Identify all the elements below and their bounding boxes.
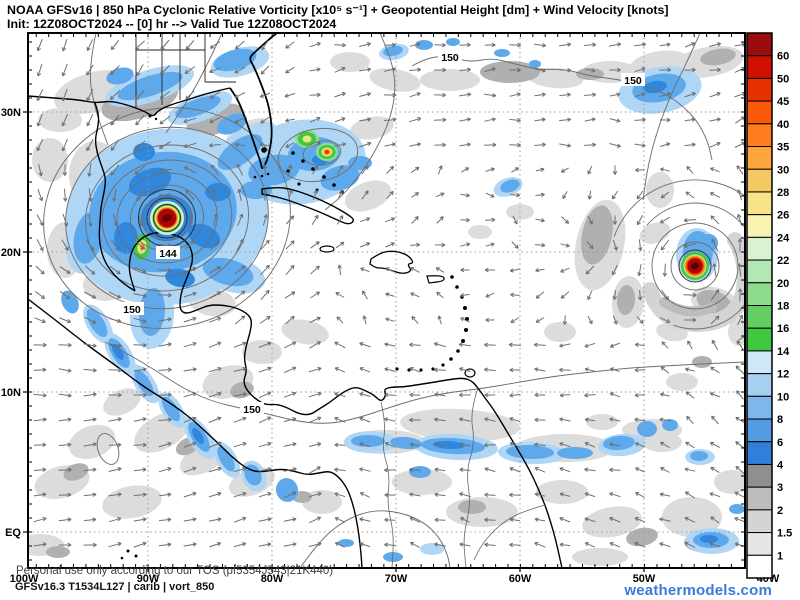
colorbar-segment [746,395,773,420]
colorbar-value-6: 6 [777,437,783,449]
colorbar: 1 1.5 2 3 4 6 8 10 12 14 16 18 20 22 24 26 28 30 35 40 45 50 6… [746,32,792,579]
colorbar-segment [746,350,773,375]
lon-label-90W: 90W [137,573,160,585]
lon-label-70W: 70W [385,573,408,585]
cyclone-west [138,189,196,247]
model-info-text: GFSv16.3 T1534L127 | carib | vort_850 [15,581,215,593]
colorbar-segment [746,146,773,170]
map-border [27,32,746,569]
colorbar-value-24: 24 [777,232,790,244]
colorbar-value-16: 16 [777,323,789,335]
contour-label-150: 150 [624,75,642,87]
contour-label-150: 150 [441,52,459,64]
wind-arrows-layer [33,38,745,549]
colorbar-segment [746,77,773,102]
colorbar-value-12: 12 [777,369,789,381]
lat-label-EQ: EQ [5,527,21,539]
colorbar-segment [746,509,773,534]
height-contours-layer [43,33,745,568]
colorbar-value-60: 60 [777,51,789,63]
colorbar-value-3: 3 [777,482,783,494]
brand-logo[interactable]: weathermodels.com [624,582,772,599]
colorbar-value-20: 20 [777,278,789,290]
lon-label-100W: 100W [10,573,39,585]
colorbar-value-35: 35 [777,142,789,154]
colorbar-value-14: 14 [777,346,790,358]
colorbar-segment [746,32,773,57]
colorbar-segment [746,418,773,443]
colorbar-segment [746,486,773,511]
colorbar-value-22: 22 [777,255,789,267]
colorbar-value-10: 10 [777,391,789,403]
colorbar-value-1: 1 [777,550,783,562]
colorbar-segment [746,100,773,125]
colorbar-segment [746,532,773,556]
title-line-1: NOAA GFSv16 | 850 hPa Cyclonic Relative … [7,3,669,17]
colorbar-segment [746,55,773,79]
colorbar-segment [746,214,773,238]
watermark-text: Personal use only according to our TOS (… [16,565,334,577]
colorbar-value-8: 8 [777,414,783,426]
colorbar-segment [746,327,773,352]
colorbar-segment [746,259,773,284]
lat-label-20N: 20N [1,247,21,259]
colorbar-value-50: 50 [777,73,789,85]
colorbar-segment [746,168,773,193]
colorbar-value-2: 2 [777,505,783,517]
coastlines-layer [28,33,563,568]
lat-label-30N: 30N [1,107,21,119]
contour-label-150: 150 [243,404,261,416]
contour-labels-layer: 150 150 144 150 150 [120,50,645,416]
colorbar-segment [746,305,773,329]
colorbar-segment [746,441,773,465]
colorbar-segment [746,373,773,397]
lon-label-60W: 60W [509,573,532,585]
colorbar-value-40: 40 [777,119,789,131]
lat-label-10N: 10N [1,387,21,399]
colorbar-segment [746,463,773,488]
cyclone-east [678,249,712,283]
colorbar-value-1.5: 1.5 [777,528,792,540]
title-line-2: Init: 12Z08OCT2024 -- [0] hr --> Valid T… [7,17,337,31]
colorbar-segment [746,282,773,306]
vorticity-shading-layer [28,38,745,566]
colorbar-value-30: 30 [777,164,789,176]
colorbar-segment [746,236,773,261]
colorbar-value-45: 45 [777,96,789,108]
colorbar-value-26: 26 [777,210,789,222]
colorbar-segment [746,191,773,216]
lon-label-50W: 50W [633,573,656,585]
colorbar-value-18: 18 [777,301,789,313]
colorbar-segment [746,554,773,579]
vorticity-max-spot [316,143,338,161]
contour-label-150: 150 [123,304,141,316]
colorbar-segment [746,123,773,148]
contour-label-144: 144 [159,248,177,260]
colorbar-value-4: 4 [777,459,784,471]
colorbar-value-28: 28 [777,187,789,199]
lon-label-80W: 80W [261,573,284,585]
